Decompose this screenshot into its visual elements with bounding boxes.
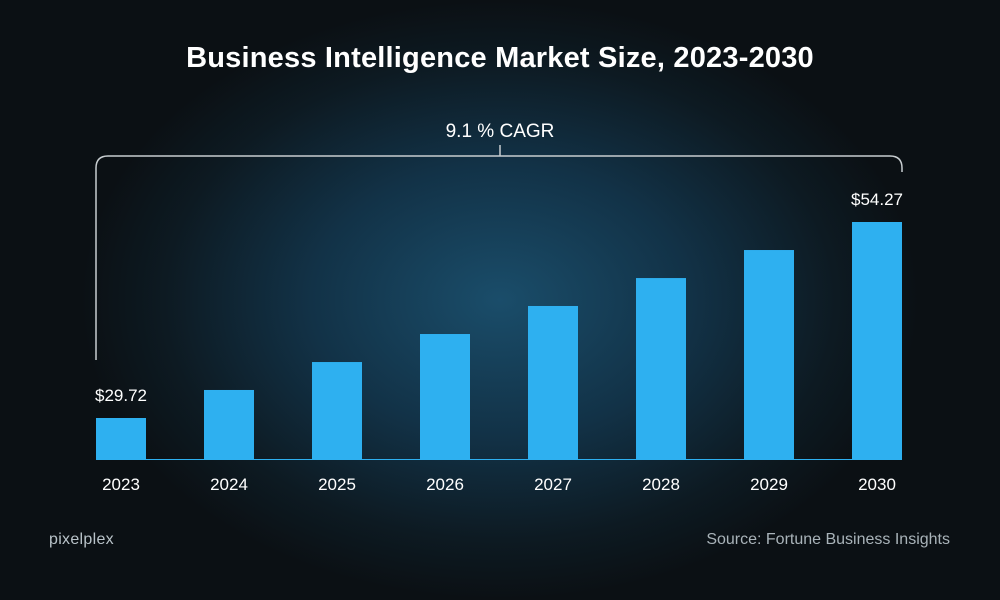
bar-2030 — [852, 222, 902, 459]
pixelplex-logo: pixelplex — [49, 531, 114, 548]
chart-title: Business Intelligence Market Size, 2023-… — [186, 42, 814, 74]
bar-2029 — [744, 250, 794, 459]
x-tick-label: 2028 — [642, 475, 680, 494]
x-tick-label: 2023 — [102, 475, 140, 494]
x-tick-label: 2027 — [534, 475, 572, 494]
x-tick-label: 2029 — [750, 475, 788, 494]
bar-2024 — [204, 389, 254, 459]
bar-2025 — [312, 362, 362, 459]
cagr-annotation: 9.1 % CAGR — [446, 121, 555, 142]
bar-2027 — [528, 305, 578, 459]
x-tick-label: 2024 — [210, 475, 248, 494]
x-tick-label: 2026 — [426, 475, 464, 494]
cagr-bracket — [95, 155, 903, 360]
source-note: Source: Fortune Business Insights — [706, 531, 950, 548]
bar-2023 — [96, 418, 146, 459]
data-label: $54.27 — [851, 190, 903, 209]
x-tick-label: 2030 — [858, 475, 896, 494]
bar-2028 — [636, 278, 686, 459]
data-label: $29.72 — [95, 386, 147, 405]
x-tick-label: 2025 — [318, 475, 356, 494]
bar-2026 — [420, 334, 470, 459]
